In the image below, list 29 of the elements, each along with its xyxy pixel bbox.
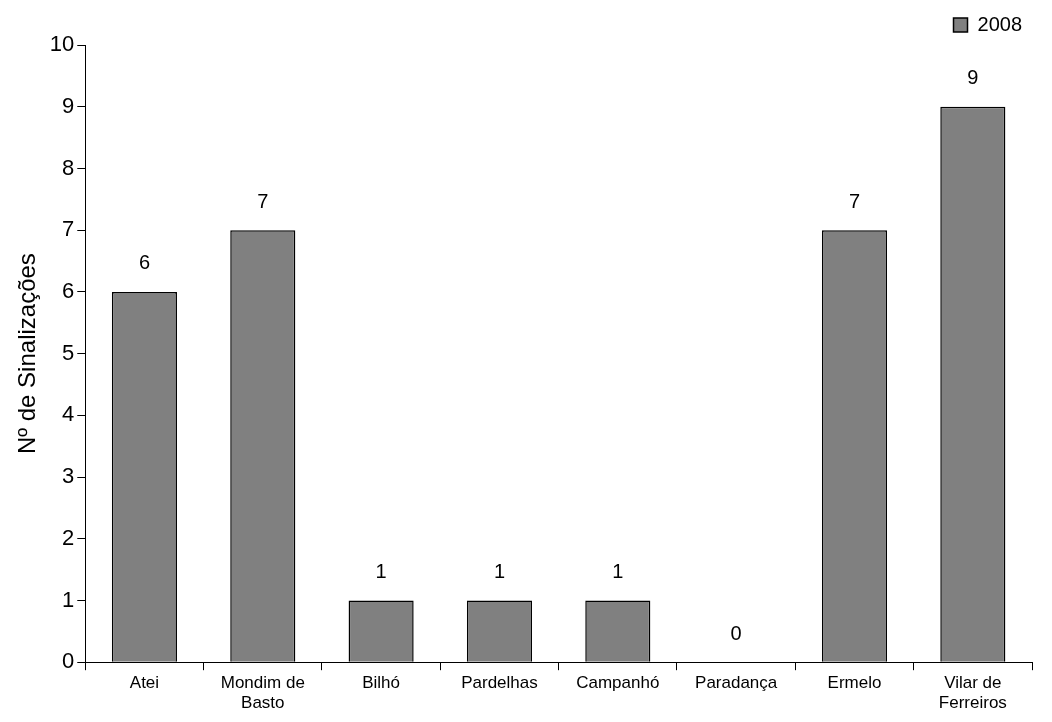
y-tick-label: 10: [49, 31, 75, 57]
x-tick-label: Vilar de Ferreiros: [938, 673, 1007, 713]
data-label: 1: [493, 560, 506, 582]
x-tick-label: Atei: [129, 673, 160, 693]
y-tick-label: 3: [62, 463, 75, 489]
data-label: 0: [730, 621, 742, 644]
data-label: 7: [848, 189, 861, 212]
x-tick-label: Bilhó: [362, 673, 401, 693]
y-axis-title: Nº de Sinalizações: [13, 253, 41, 455]
x-tick-label: Mondim de Basto: [220, 673, 305, 713]
data-label: 1: [612, 560, 624, 582]
y-tick-label: 8: [62, 154, 75, 180]
data-label: 7: [257, 189, 269, 212]
y-tick-label: 6: [62, 277, 75, 303]
data-label: 9: [967, 66, 979, 89]
x-tick-label: Paradança: [695, 673, 778, 693]
y-tick-label: 9: [62, 92, 75, 118]
y-tick-label: 0: [62, 648, 75, 674]
y-tick-label: 5: [62, 339, 75, 365]
data-label: 1: [375, 560, 387, 582]
x-tick-label: Campanhó: [576, 673, 660, 693]
y-tick-label: 4: [62, 401, 75, 427]
y-tick-label: 7: [62, 216, 75, 242]
x-tick-label: Ermelo: [827, 673, 882, 693]
data-label: 6: [138, 251, 150, 274]
y-tick-label: 1: [62, 586, 75, 612]
x-tick-label: Pardelhas: [461, 673, 538, 693]
y-tick-label: 2: [62, 524, 75, 550]
legend-label: 2008: [977, 12, 1023, 35]
